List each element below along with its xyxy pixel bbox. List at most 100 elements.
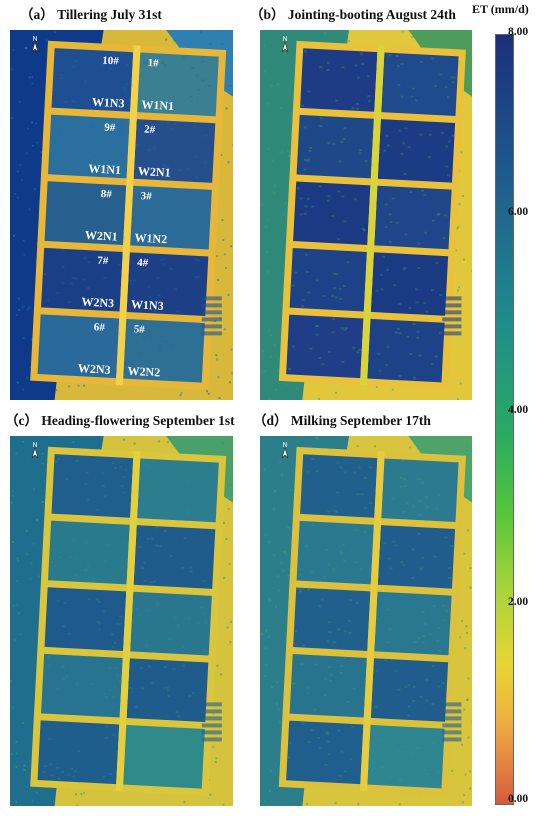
plot-treatment-left-2: W1N1 [88, 161, 121, 177]
field-plot-3 [293, 587, 371, 651]
field-block [30, 40, 227, 390]
plot-id-left-3: 8# [100, 188, 112, 201]
field-block [278, 40, 466, 390]
panel-title-c: （c） Heading-flowering September 1st [5, 413, 235, 428]
panel-title-d: （d） Milking September 17th [253, 413, 431, 428]
map-panel-a: N 10# W1N3 1# W1N1 9# W1N1 2# W2N1 8# W2N1 3# W1N2 7#… [10, 30, 233, 400]
map-panel-d: N [260, 436, 472, 806]
north-arrow-icon: N [31, 36, 39, 53]
plot-id-left-2: 9# [104, 121, 116, 134]
field-plot-6 [137, 52, 219, 117]
north-label: N [32, 36, 37, 43]
field-plot-9 [370, 658, 449, 722]
field-plot-9 [370, 252, 449, 316]
colorbar [495, 34, 514, 805]
field-plot-2 [296, 520, 374, 585]
field-plot-10 [123, 724, 205, 789]
field-plot-8 [130, 591, 212, 656]
plot-labels: 10# W1N3 1# W1N1 9# W1N1 2# W2N1 8# W2N1 3# W1N2 7# W… [78, 55, 175, 380]
field-plot-7 [133, 119, 216, 183]
field-plot-6 [381, 52, 459, 117]
field-plot-7 [133, 525, 216, 589]
plot-treatment-left-3: W2N1 [85, 228, 118, 244]
plot-treatment-right-2: W2N1 [138, 164, 171, 180]
field-plot-3 [293, 181, 371, 245]
field-plot-4 [289, 654, 367, 718]
building-structure [201, 702, 222, 742]
north-label: N [282, 442, 287, 449]
north-arrow-icon: N [281, 36, 289, 53]
field-plot-6 [381, 458, 459, 523]
field-plot-3 [44, 181, 127, 245]
map-panel-c: N [10, 436, 233, 806]
center-bund [115, 451, 141, 792]
colorbar-tick-2: 2.00 [508, 596, 529, 608]
field-plot-8 [130, 185, 212, 250]
field-block [30, 446, 227, 796]
field-plot-1 [51, 48, 134, 112]
plot-treatment-right-1: W1N1 [141, 97, 174, 113]
field-plot-4 [41, 247, 123, 312]
colorbar-tick-0: 0.00 [508, 793, 529, 805]
center-bund [115, 45, 141, 386]
field-block [278, 446, 466, 796]
field-plot-4 [289, 248, 367, 312]
field-plot-2 [296, 114, 374, 179]
panel-title-b: （b） Jointing-booting August 24th [250, 7, 456, 22]
field-plot-6 [137, 458, 219, 523]
plot-id-right-4: 4# [137, 257, 149, 270]
plot-treatment-right-5: W2N2 [127, 364, 160, 380]
plot-treatment-left-5: W2N3 [78, 361, 111, 377]
plot-id-left-1: 10# [102, 55, 120, 68]
building-structure [442, 702, 462, 742]
building-structure [201, 296, 222, 336]
field-plot-5 [37, 314, 120, 379]
plot-id-right-5: 5# [133, 323, 145, 336]
plot-treatment-left-4: W2N3 [81, 295, 114, 311]
map-panel-b: N [260, 30, 472, 400]
north-label: N [282, 36, 287, 43]
plot-treatment-right-3: W1N2 [134, 231, 167, 247]
et-map-d: N [260, 436, 472, 806]
field-plot-9 [126, 658, 209, 723]
field-plot-10 [367, 724, 445, 789]
field-plot-1 [300, 48, 378, 112]
building-structure [442, 296, 462, 336]
field-plot-4 [41, 653, 123, 718]
field-plot-7 [377, 119, 456, 183]
north-arrow-icon: N [31, 442, 39, 459]
plot-id-right-3: 3# [140, 190, 152, 203]
colorbar-tick-4: 4.00 [508, 404, 529, 416]
field-plot-10 [367, 318, 445, 383]
plot-id-left-4: 7# [97, 255, 109, 268]
field-plot-10 [123, 318, 205, 383]
field-plot-1 [300, 454, 378, 518]
plot-treatment-left-1: W1N3 [92, 95, 125, 111]
field-plot-9 [126, 252, 209, 317]
colorbar-tick-6: 6.00 [508, 206, 529, 218]
plot-id-right-1: 1# [147, 57, 159, 70]
colorbar-title: ET (mm/d) [472, 2, 529, 16]
panel-title-a: （a） Tillering July 31st [20, 7, 162, 22]
plot-id-right-2: 2# [144, 124, 156, 137]
field-plot-5 [286, 720, 364, 785]
north-arrow-icon: N [281, 442, 289, 459]
field-plot-1 [51, 454, 134, 518]
plot-treatment-right-4: W1N3 [131, 297, 164, 313]
field-plot-8 [374, 185, 452, 250]
field-plot-5 [286, 314, 364, 379]
et-map-b: N [260, 30, 472, 400]
field-plot-7 [377, 525, 456, 589]
colorbar-tick-8: 8.00 [508, 26, 529, 38]
field-plot-3 [44, 587, 127, 651]
center-bund [359, 451, 385, 792]
field-plot-2 [48, 114, 130, 179]
et-map-c: N [10, 436, 233, 806]
field-plot-5 [37, 720, 120, 785]
north-label: N [32, 442, 37, 449]
center-bund [359, 45, 385, 386]
plot-id-left-5: 6# [93, 321, 105, 334]
field-plot-8 [374, 591, 452, 656]
et-map-a: N 10# W1N3 1# W1N1 9# W1N1 2# W2N1 8# W2N1 3# W1N2 7#… [10, 30, 233, 400]
field-plot-2 [48, 520, 130, 585]
